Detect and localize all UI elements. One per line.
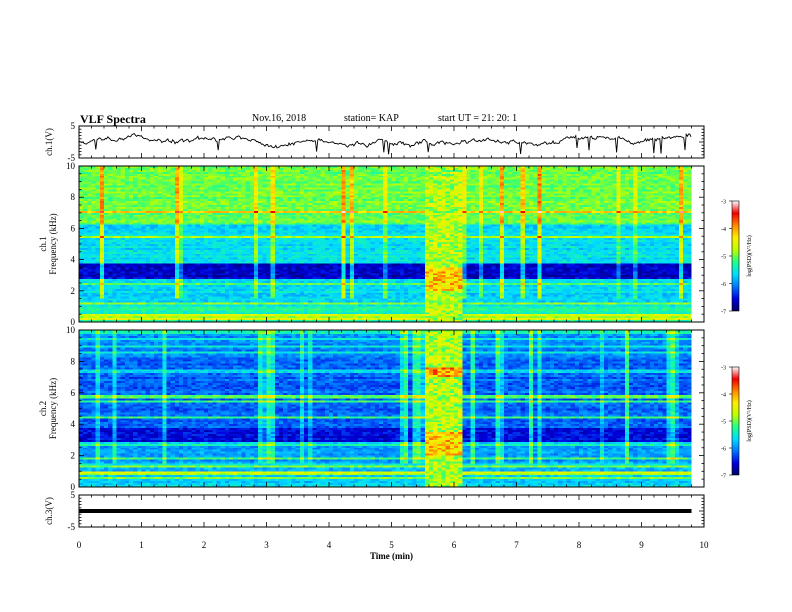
- axes-layer: [78, 125, 705, 528]
- y-tick-label: -5: [68, 522, 76, 532]
- start-ut-label: start UT = 21: 20: 1: [438, 113, 518, 124]
- x-tick-label: 10: [700, 540, 710, 550]
- x-tick-label: 2: [202, 540, 207, 550]
- x-tick-label: 5: [389, 540, 394, 550]
- station-label: station= KAP: [344, 113, 399, 124]
- y-tick-label: 10: [66, 325, 76, 335]
- y-axis-label: Frequency (kHz): [48, 378, 58, 439]
- y-tick-label: -5: [68, 153, 76, 163]
- y-tick-label: 0: [71, 482, 76, 492]
- y-tick-label: 4: [71, 255, 76, 265]
- colorbar-tick-label: -4: [721, 227, 726, 233]
- colorbar-tick-label: -7: [721, 474, 726, 480]
- x-tick-label: 7: [514, 540, 519, 550]
- colorbar-tick-label: -5: [721, 255, 726, 261]
- x-tick-label: 4: [327, 540, 332, 550]
- y-axis-label: Frequency (kHz): [48, 213, 58, 274]
- y-axis-label: ch.3(V): [44, 497, 54, 525]
- spectrogram-ch2: [79, 330, 704, 487]
- colorbar-tick-label: -4: [721, 393, 726, 399]
- y-tick-label: 2: [71, 451, 76, 461]
- chart-title: VLF Spectra: [80, 112, 146, 126]
- colorbar-label: log(PSD)(V²/Hz): [746, 235, 753, 276]
- y-tick-label: 8: [71, 192, 76, 202]
- y-tick-label: 8: [71, 356, 76, 366]
- colorbar-tick-label: -6: [721, 282, 726, 288]
- y-tick-label: 6: [71, 223, 76, 233]
- spectrogram-layer: [79, 166, 704, 487]
- colorbar-tick-label: -3: [721, 200, 726, 206]
- colorbar-tick-label: -7: [721, 310, 726, 316]
- y-axis-label: ch.2: [38, 401, 48, 416]
- y-axis-label: ch.1: [38, 236, 48, 251]
- y-tick-label: 0: [71, 317, 76, 327]
- x-axis-label: Time (min): [370, 551, 413, 561]
- x-tick-label: 0: [77, 540, 82, 550]
- colorbar-tick-label: -6: [721, 447, 726, 453]
- date-label: Nov.16, 2018: [252, 113, 307, 124]
- ch1-waveform: [78, 132, 692, 155]
- y-tick-label: 6: [71, 388, 76, 398]
- x-tick-label: 9: [639, 540, 644, 550]
- waveform-layer: [78, 132, 692, 513]
- colorbar-tick-label: -3: [721, 366, 726, 372]
- x-tick-label: 3: [264, 540, 269, 550]
- x-tick-label: 8: [577, 540, 582, 550]
- colorbar-tick-label: -5: [721, 420, 726, 426]
- y-tick-label: 5: [71, 490, 76, 500]
- x-tick-label: 6: [452, 540, 457, 550]
- colorbar-2: [731, 366, 740, 476]
- x-tick-label: 1: [139, 540, 144, 550]
- y-tick-label: 2: [71, 286, 76, 296]
- y-tick-label: 4: [71, 419, 76, 429]
- y-tick-label: 5: [71, 121, 76, 131]
- spectrogram-ch1: [79, 166, 704, 322]
- colorbar-label: log(PSD)(V²/Hz): [746, 400, 753, 441]
- colorbar-layer: [729, 200, 740, 476]
- colorbar-1: [731, 200, 740, 312]
- y-tick-label: 10: [66, 161, 76, 171]
- y-axis-label: ch.1(V): [44, 128, 54, 156]
